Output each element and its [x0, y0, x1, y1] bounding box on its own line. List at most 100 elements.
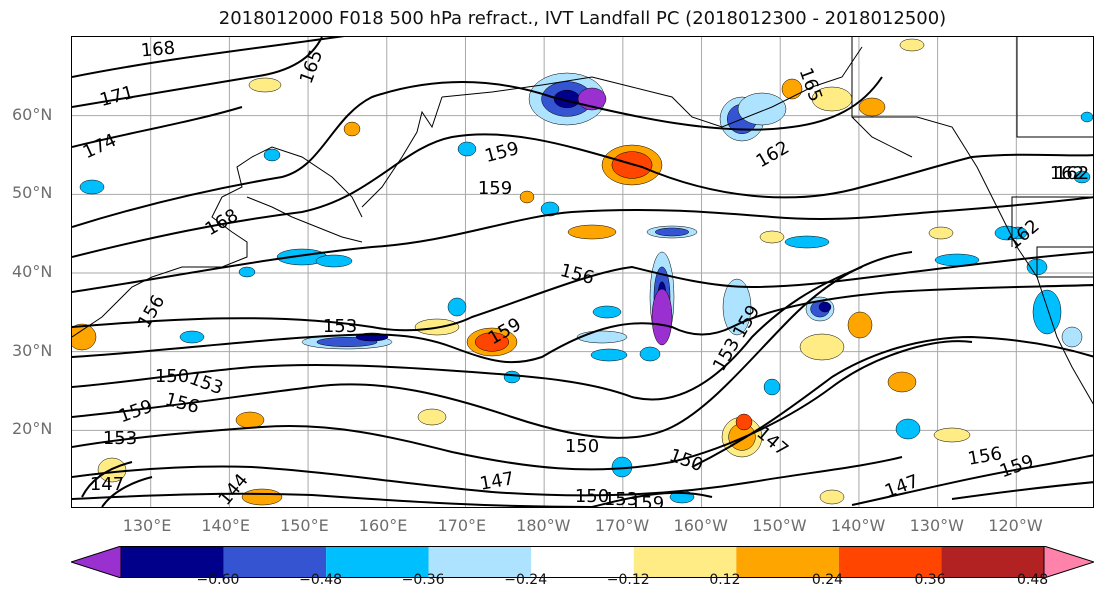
- latitude-label: 60°N: [12, 104, 53, 124]
- anomaly-patch: [447, 297, 467, 317]
- anomaly-patch: [1080, 111, 1093, 123]
- contour-label: 159: [997, 451, 1036, 482]
- anomaly-patch: [235, 411, 265, 429]
- longitude-label: 170°W: [594, 516, 650, 535]
- anomaly-patch: [315, 254, 353, 268]
- anomaly-patch: [576, 330, 628, 344]
- map-title: 2018012000 F018 500 hPa refract., IVT La…: [218, 8, 947, 29]
- anomaly-patch: [655, 227, 689, 237]
- colorbar-segment: [223, 546, 327, 578]
- longitude-label: 130°W: [909, 516, 964, 535]
- contour-label: 159: [630, 493, 664, 508]
- colorbar-tick-label: −0.12: [606, 572, 650, 588]
- height-contour: [72, 492, 593, 507]
- colorbar-segment: [633, 546, 737, 578]
- anomaly-patch: [79, 179, 105, 195]
- anomaly-patch: [503, 370, 521, 384]
- longitude-label: 160°E: [358, 516, 408, 535]
- anomaly-patch: [179, 330, 205, 344]
- contour-label: 159: [483, 138, 522, 167]
- anomaly-patch: [887, 371, 917, 393]
- contour-label: 156: [134, 292, 169, 332]
- longitude-label: 170°E: [437, 516, 487, 535]
- coastline: [72, 156, 253, 338]
- colorbar-segment: [941, 546, 1044, 578]
- longitude-label: 180°W: [516, 516, 571, 535]
- colorbar-tick-label: −0.36: [401, 572, 445, 588]
- coastline: [361, 96, 443, 208]
- anomaly-patch: [651, 288, 673, 346]
- anomaly-patch: [519, 190, 535, 204]
- anomaly-patch: [1032, 289, 1062, 335]
- height-contours: [72, 37, 1093, 507]
- height-contour: [72, 37, 323, 108]
- map-panel: 168 171 174 165 165 162 159 159 168 162 162 162 156 1…: [71, 36, 1094, 508]
- coastline: [251, 146, 363, 218]
- anomaly-patch: [475, 332, 509, 352]
- anomaly-patch: [639, 346, 661, 362]
- anomaly-patch: [417, 408, 447, 426]
- anomaly-patch: [899, 38, 925, 52]
- anomaly-patch: [343, 121, 361, 137]
- anomaly-patch: [928, 226, 954, 240]
- contour-label: 150: [575, 486, 609, 507]
- height-contour: [72, 196, 1093, 293]
- coastline: [441, 46, 863, 128]
- anomaly-patch: [248, 77, 282, 93]
- anomaly-patch: [933, 427, 971, 443]
- anomaly-patch: [858, 97, 886, 117]
- anomaly-patch: [784, 235, 830, 249]
- anomaly-patch: [763, 378, 781, 396]
- contour-label: 153: [323, 316, 357, 337]
- height-contour: [72, 284, 1093, 364]
- latitude-label: 30°N: [12, 340, 53, 360]
- contour-label: 153: [709, 335, 744, 375]
- refractivity-anomaly-fills: [72, 38, 1093, 506]
- coastline: [851, 37, 1093, 405]
- height-contour: [72, 76, 883, 228]
- colorbar-segment: [1043, 546, 1094, 578]
- height-contour: [72, 251, 913, 439]
- longitude-label: 140°E: [201, 516, 251, 535]
- anomaly-patch: [457, 141, 477, 157]
- contour-label: 162: [1050, 163, 1084, 184]
- height-contour: [81, 461, 133, 498]
- colorbar-tick-label: −0.60: [196, 572, 240, 588]
- anomaly-patch: [263, 148, 281, 162]
- colorbar-segment: [326, 546, 429, 578]
- latitude-label: 50°N: [12, 183, 53, 203]
- anomaly-patch: [238, 266, 256, 278]
- colorbar-tick-label: −0.48: [299, 572, 343, 588]
- contour-label: 150: [666, 445, 705, 476]
- height-contour: [72, 266, 863, 401]
- contour-label: 147: [882, 471, 921, 502]
- longitude-label: 150°W: [752, 516, 807, 535]
- contour-label: 153: [103, 428, 137, 449]
- coastlines: [72, 37, 1093, 405]
- colorbar-tick-label: 0.24: [811, 572, 844, 588]
- longitude-label: 120°W: [988, 516, 1043, 535]
- contour-label: 171: [98, 82, 137, 111]
- coastline: [1016, 37, 1093, 138]
- contour-label: 159: [478, 178, 512, 199]
- colorbar-segment: [428, 546, 532, 578]
- anomaly-patch: [895, 418, 921, 440]
- anomaly-patch: [818, 301, 832, 313]
- longitude-label: 130°E: [122, 516, 172, 535]
- colorbar-tick-label: −0.24: [504, 572, 548, 588]
- height-contour: [591, 491, 713, 507]
- anomaly-patch: [1073, 170, 1091, 184]
- anomaly-patch: [735, 413, 753, 431]
- height-contour: [72, 251, 1093, 332]
- colorbar-frame: [120, 546, 1045, 578]
- anomaly-patch: [241, 488, 283, 506]
- latitude-label: 20°N: [12, 419, 53, 439]
- height-contour: [72, 106, 243, 148]
- contour-label: 162: [1055, 163, 1089, 184]
- contour-label: 147: [478, 468, 515, 495]
- anomaly-patch: [799, 333, 845, 361]
- contour-label: 162: [753, 137, 793, 172]
- height-contour: [72, 456, 903, 497]
- anomaly-patch: [567, 224, 617, 240]
